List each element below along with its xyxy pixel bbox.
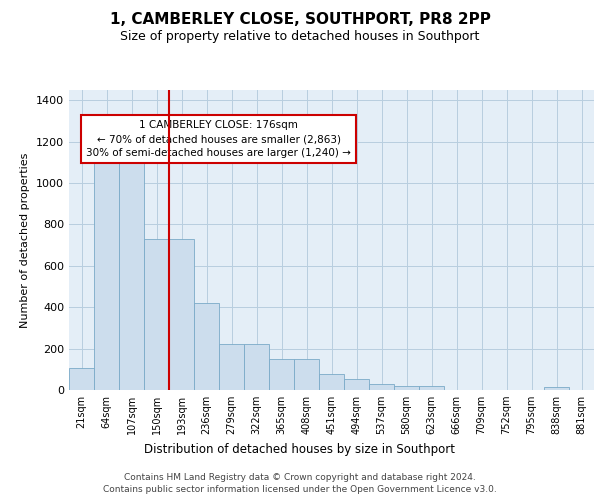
Bar <box>119 151 144 390</box>
Text: Size of property relative to detached houses in Southport: Size of property relative to detached ho… <box>121 30 479 43</box>
Bar <box>94 151 119 390</box>
Text: 1, CAMBERLEY CLOSE, SOUTHPORT, PR8 2PP: 1, CAMBERLEY CLOSE, SOUTHPORT, PR8 2PP <box>110 12 490 28</box>
Bar <box>294 359 319 390</box>
Bar <box>219 344 244 390</box>
Text: 1 CAMBERLEY CLOSE: 176sqm
← 70% of detached houses are smaller (2,863)
30% of se: 1 CAMBERLEY CLOSE: 176sqm ← 70% of detac… <box>86 120 351 158</box>
Bar <box>319 374 344 390</box>
Bar <box>369 384 394 390</box>
Bar <box>394 386 419 390</box>
Bar <box>344 378 369 390</box>
Bar <box>69 368 94 390</box>
Text: Contains HM Land Registry data © Crown copyright and database right 2024.: Contains HM Land Registry data © Crown c… <box>124 472 476 482</box>
Bar <box>244 344 269 390</box>
Bar <box>169 239 194 390</box>
Bar <box>544 387 569 390</box>
Text: Contains public sector information licensed under the Open Government Licence v3: Contains public sector information licen… <box>103 485 497 494</box>
Bar <box>144 239 169 390</box>
Bar <box>194 303 219 390</box>
Y-axis label: Number of detached properties: Number of detached properties <box>20 152 31 328</box>
Bar <box>269 359 294 390</box>
Text: Distribution of detached houses by size in Southport: Distribution of detached houses by size … <box>145 442 455 456</box>
Bar <box>419 386 444 390</box>
